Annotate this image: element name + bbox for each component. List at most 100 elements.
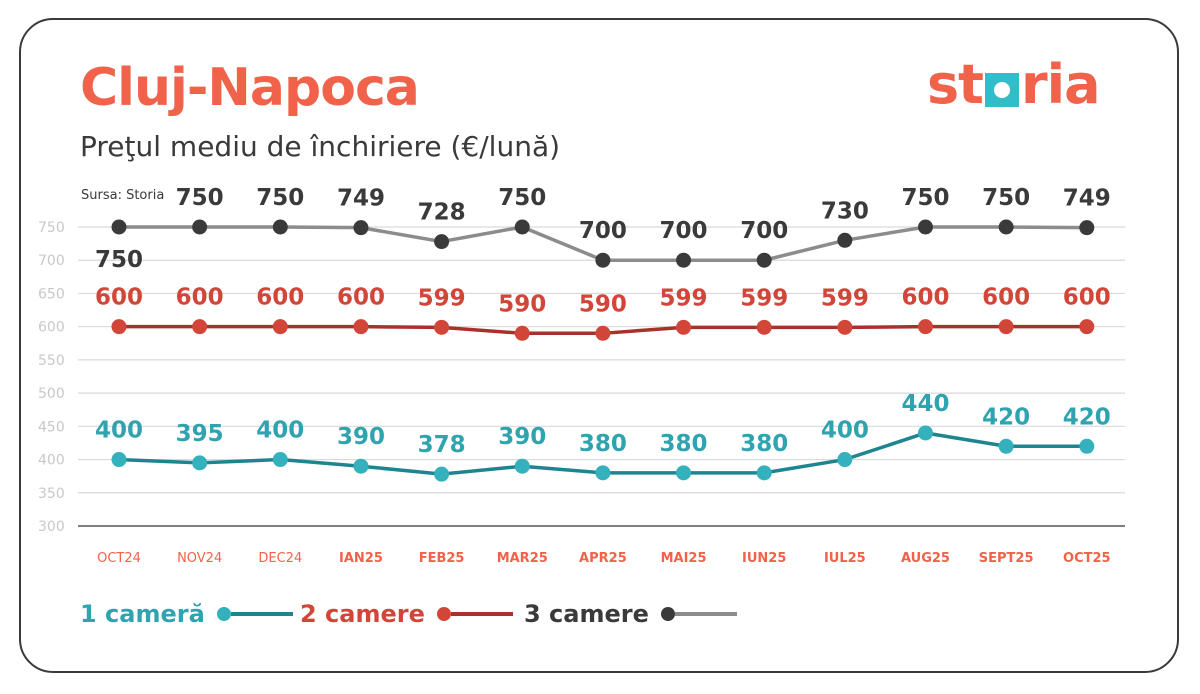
data-point <box>756 252 772 268</box>
logo-square-icon <box>984 73 1019 107</box>
data-label: 390 <box>498 424 546 450</box>
data-point <box>353 319 369 335</box>
data-point <box>676 465 692 481</box>
data-label: 590 <box>498 291 546 317</box>
x-tick-label: DEC24 <box>258 551 302 566</box>
data-label: 440 <box>901 391 949 417</box>
legend-label: 2 camere <box>300 600 425 628</box>
storia-logo: st ria <box>927 53 1101 116</box>
x-tick-label: MAR25 <box>497 551 548 566</box>
data-point <box>837 452 853 468</box>
legend-item: 1 cameră <box>80 600 293 628</box>
data-point <box>192 219 208 235</box>
data-label: 599 <box>660 285 708 311</box>
data-label: 749 <box>1063 186 1111 212</box>
y-tick-label: 550 <box>38 353 65 369</box>
y-tick-label: 650 <box>38 286 65 302</box>
data-label: 700 <box>740 218 788 244</box>
data-label: 600 <box>176 285 224 311</box>
data-label: 400 <box>821 418 869 444</box>
data-point <box>353 220 369 236</box>
data-label: 700 <box>579 218 627 244</box>
x-tick-label: AUG25 <box>901 551 950 566</box>
x-tick-label: OCT24 <box>97 551 141 566</box>
legend-label: 1 cameră <box>80 600 205 628</box>
data-label: 600 <box>1063 285 1111 311</box>
data-label: 380 <box>740 431 788 457</box>
data-label: 730 <box>821 198 869 224</box>
data-point <box>111 319 127 335</box>
legend-marker-icon <box>216 607 231 621</box>
data-label: 380 <box>660 431 708 457</box>
data-point <box>353 458 369 474</box>
data-label: 750 <box>256 185 304 211</box>
data-label: 750 <box>901 185 949 211</box>
data-point <box>998 319 1014 335</box>
data-label: 378 <box>418 432 466 458</box>
data-point <box>1079 438 1095 454</box>
data-point <box>111 219 127 235</box>
data-point <box>434 466 450 482</box>
y-tick-label: 600 <box>38 320 65 336</box>
data-label: 400 <box>256 418 304 444</box>
y-tick-label: 750 <box>38 220 65 236</box>
data-point <box>998 438 1014 454</box>
data-label: 599 <box>418 285 466 311</box>
y-tick-label: 400 <box>38 453 65 469</box>
x-tick-label: NOV24 <box>177 551 222 566</box>
data-point <box>595 252 611 268</box>
data-point <box>434 234 450 250</box>
data-label: 599 <box>821 285 869 311</box>
y-tick-label: 350 <box>38 486 65 502</box>
x-tick-label: IUN25 <box>742 551 786 566</box>
chart-card <box>19 18 1179 673</box>
y-tick-label: 300 <box>38 519 65 535</box>
legend-line-icon <box>674 612 737 616</box>
x-tick-label: OCT25 <box>1063 551 1111 566</box>
data-point <box>676 252 692 268</box>
legend-line-icon <box>230 612 293 616</box>
x-tick-label: SEPT25 <box>979 551 1034 566</box>
data-point <box>918 425 933 441</box>
data-label: 750 <box>498 185 546 211</box>
x-tick-label: FEB25 <box>419 551 465 566</box>
data-point <box>756 319 772 335</box>
legend-line-icon <box>450 612 513 616</box>
data-label: 600 <box>901 285 949 311</box>
data-point <box>514 219 530 235</box>
data-label: 599 <box>740 285 788 311</box>
data-label: 700 <box>660 218 708 244</box>
legend-item: 3 camere <box>524 600 737 628</box>
y-tick-label: 500 <box>38 386 65 402</box>
x-tick-label: IUL25 <box>824 551 866 566</box>
legend-label: 3 camere <box>524 600 649 628</box>
data-point <box>434 319 450 335</box>
data-label: 600 <box>95 285 143 311</box>
page-title: Cluj-Napoca <box>80 58 420 118</box>
data-label: 749 <box>337 186 385 212</box>
data-label: 420 <box>982 404 1030 430</box>
data-label: 750 <box>176 185 224 211</box>
data-point <box>192 455 208 471</box>
data-label: 400 <box>95 418 143 444</box>
data-label: 395 <box>176 421 224 447</box>
data-point <box>918 219 933 235</box>
data-point <box>192 319 208 335</box>
data-point <box>272 319 288 335</box>
source-note: Sursa: Storia <box>81 188 165 203</box>
data-label: 600 <box>982 285 1030 311</box>
data-point <box>756 465 772 481</box>
legend-item: 2 camere <box>300 600 513 628</box>
legend-marker-icon <box>436 607 451 621</box>
data-point <box>1079 220 1095 236</box>
data-label: 600 <box>256 285 304 311</box>
data-label: 728 <box>418 200 466 226</box>
data-point <box>837 232 853 248</box>
data-point <box>514 325 530 341</box>
x-tick-label: IAN25 <box>339 551 383 566</box>
x-tick-label: MAI25 <box>661 551 707 566</box>
chart-subtitle: Preţul mediu de închiriere (€/lună) <box>80 130 561 163</box>
data-point <box>272 452 288 468</box>
data-point <box>111 452 127 468</box>
